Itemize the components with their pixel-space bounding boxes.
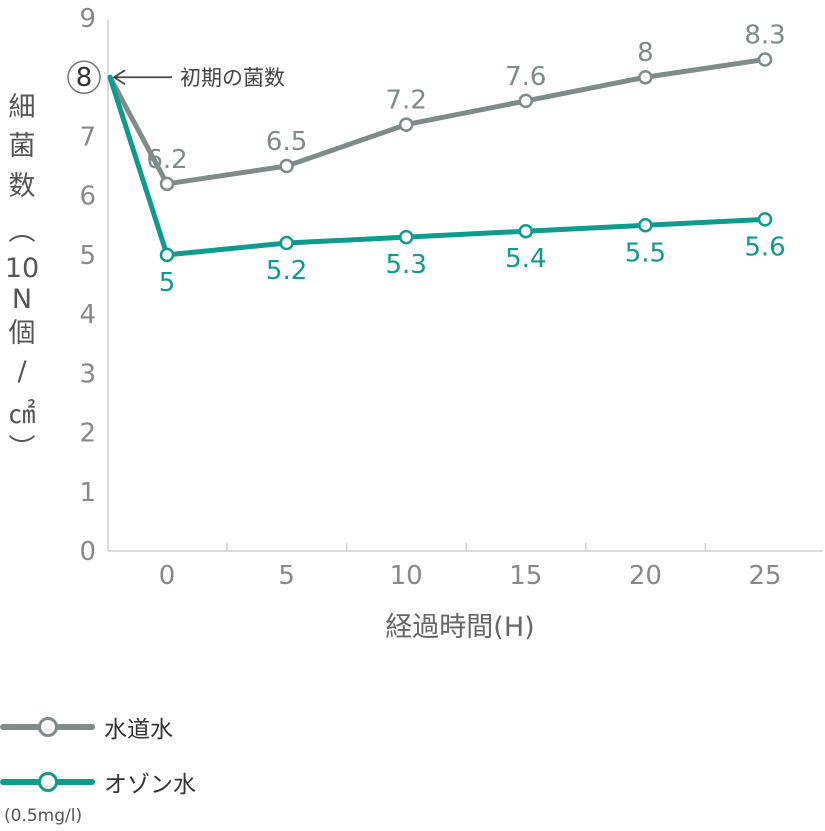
data-point bbox=[398, 229, 414, 245]
legend-item-tap-water: 水道水 bbox=[0, 708, 300, 748]
legend-note-concentration: (0.5mg/l) bbox=[4, 806, 83, 826]
initial-value-label: 8 bbox=[76, 63, 93, 93]
legend-label-tap-water: 水道水 bbox=[104, 717, 173, 743]
data-point bbox=[398, 117, 414, 132]
initial-arrow-head bbox=[112, 69, 126, 85]
x-tick-labels: 0 5 10 15 20 25 bbox=[159, 561, 782, 591]
data-point bbox=[159, 247, 175, 263]
data-point bbox=[518, 93, 534, 109]
data-point bbox=[757, 52, 773, 67]
data-point bbox=[638, 69, 653, 85]
y-tick-label: 1 bbox=[79, 478, 96, 508]
data-label: 8.3 bbox=[744, 20, 785, 50]
legend-item-ozone-water: オゾン水 bbox=[0, 763, 300, 803]
series-line bbox=[107, 74, 768, 258]
y-axis-label-char: ㎠ bbox=[9, 399, 36, 430]
data-label: 5.5 bbox=[625, 238, 666, 268]
y-axis-label-char: ︶ bbox=[9, 434, 36, 465]
data-point bbox=[757, 212, 773, 227]
data-label: 7.2 bbox=[386, 86, 427, 116]
y-tick-label: 0 bbox=[79, 537, 96, 567]
y-axis-label-char: N bbox=[12, 284, 32, 315]
data-label: 6.2 bbox=[146, 145, 187, 175]
data-label: 5.3 bbox=[386, 250, 427, 280]
y-tick-label: 2 bbox=[79, 419, 96, 449]
initial-count-annotation: 8 初期の菌数 bbox=[67, 60, 285, 94]
data-label: 7.6 bbox=[505, 62, 546, 92]
legend-marker-tap-water bbox=[38, 717, 58, 737]
y-axis-label-char: 数 bbox=[9, 171, 36, 202]
data-label: 5 bbox=[159, 268, 176, 298]
y-axis-label-char: 個 bbox=[9, 318, 36, 349]
y-axis-label-char: / bbox=[17, 356, 27, 387]
x-tick-label: 10 bbox=[390, 561, 423, 591]
data-label: 5.4 bbox=[505, 244, 546, 274]
y-tick-label: 3 bbox=[79, 359, 96, 389]
initial-value-circle bbox=[67, 60, 101, 94]
chart-series: 6.2 6.5 7.2 7.6 8 8.3 5 5.2 5.3 5.4 5.5 5.6 bbox=[107, 20, 786, 298]
data-point bbox=[638, 218, 653, 233]
data-label: 5.2 bbox=[266, 256, 307, 286]
x-axis-label: 経過時間(H) bbox=[385, 612, 534, 643]
x-tick-label: 20 bbox=[629, 561, 662, 591]
x-tick-label: 15 bbox=[509, 561, 542, 591]
y-tick-label: 5 bbox=[79, 241, 96, 271]
chart-axes bbox=[107, 20, 823, 552]
series-ozone-water: 5 5.2 5.3 5.4 5.5 5.6 bbox=[107, 74, 786, 298]
y-axis-label-char: ︵ bbox=[9, 216, 36, 247]
legend-label-ozone-water: オゾン水 bbox=[104, 772, 196, 798]
data-point bbox=[518, 223, 534, 239]
data-point bbox=[159, 176, 175, 192]
y-axis-label-char: 10 bbox=[5, 253, 39, 284]
y-tick-label: 6 bbox=[79, 182, 96, 212]
x-tick-label: 5 bbox=[278, 561, 295, 591]
data-label: 6.5 bbox=[266, 127, 307, 157]
y-tick-label: 9 bbox=[79, 4, 96, 34]
y-axis-label-char: 細 bbox=[9, 92, 36, 123]
initial-annotation: 初期の菌数 bbox=[180, 66, 285, 90]
data-label: 8 bbox=[637, 38, 654, 68]
data-point bbox=[279, 235, 294, 251]
y-tick-label: 4 bbox=[79, 300, 96, 330]
y-axis-label-char: 菌 bbox=[9, 131, 36, 162]
x-tick-label: 0 bbox=[159, 561, 176, 591]
data-point bbox=[279, 158, 294, 174]
series-tap-water: 6.2 6.5 7.2 7.6 8 8.3 bbox=[107, 20, 786, 192]
x-tick-label: 25 bbox=[748, 561, 781, 591]
data-label: 5.6 bbox=[744, 232, 785, 262]
y-tick-label: 7 bbox=[79, 122, 96, 152]
legend-marker-ozone-water bbox=[38, 772, 58, 792]
